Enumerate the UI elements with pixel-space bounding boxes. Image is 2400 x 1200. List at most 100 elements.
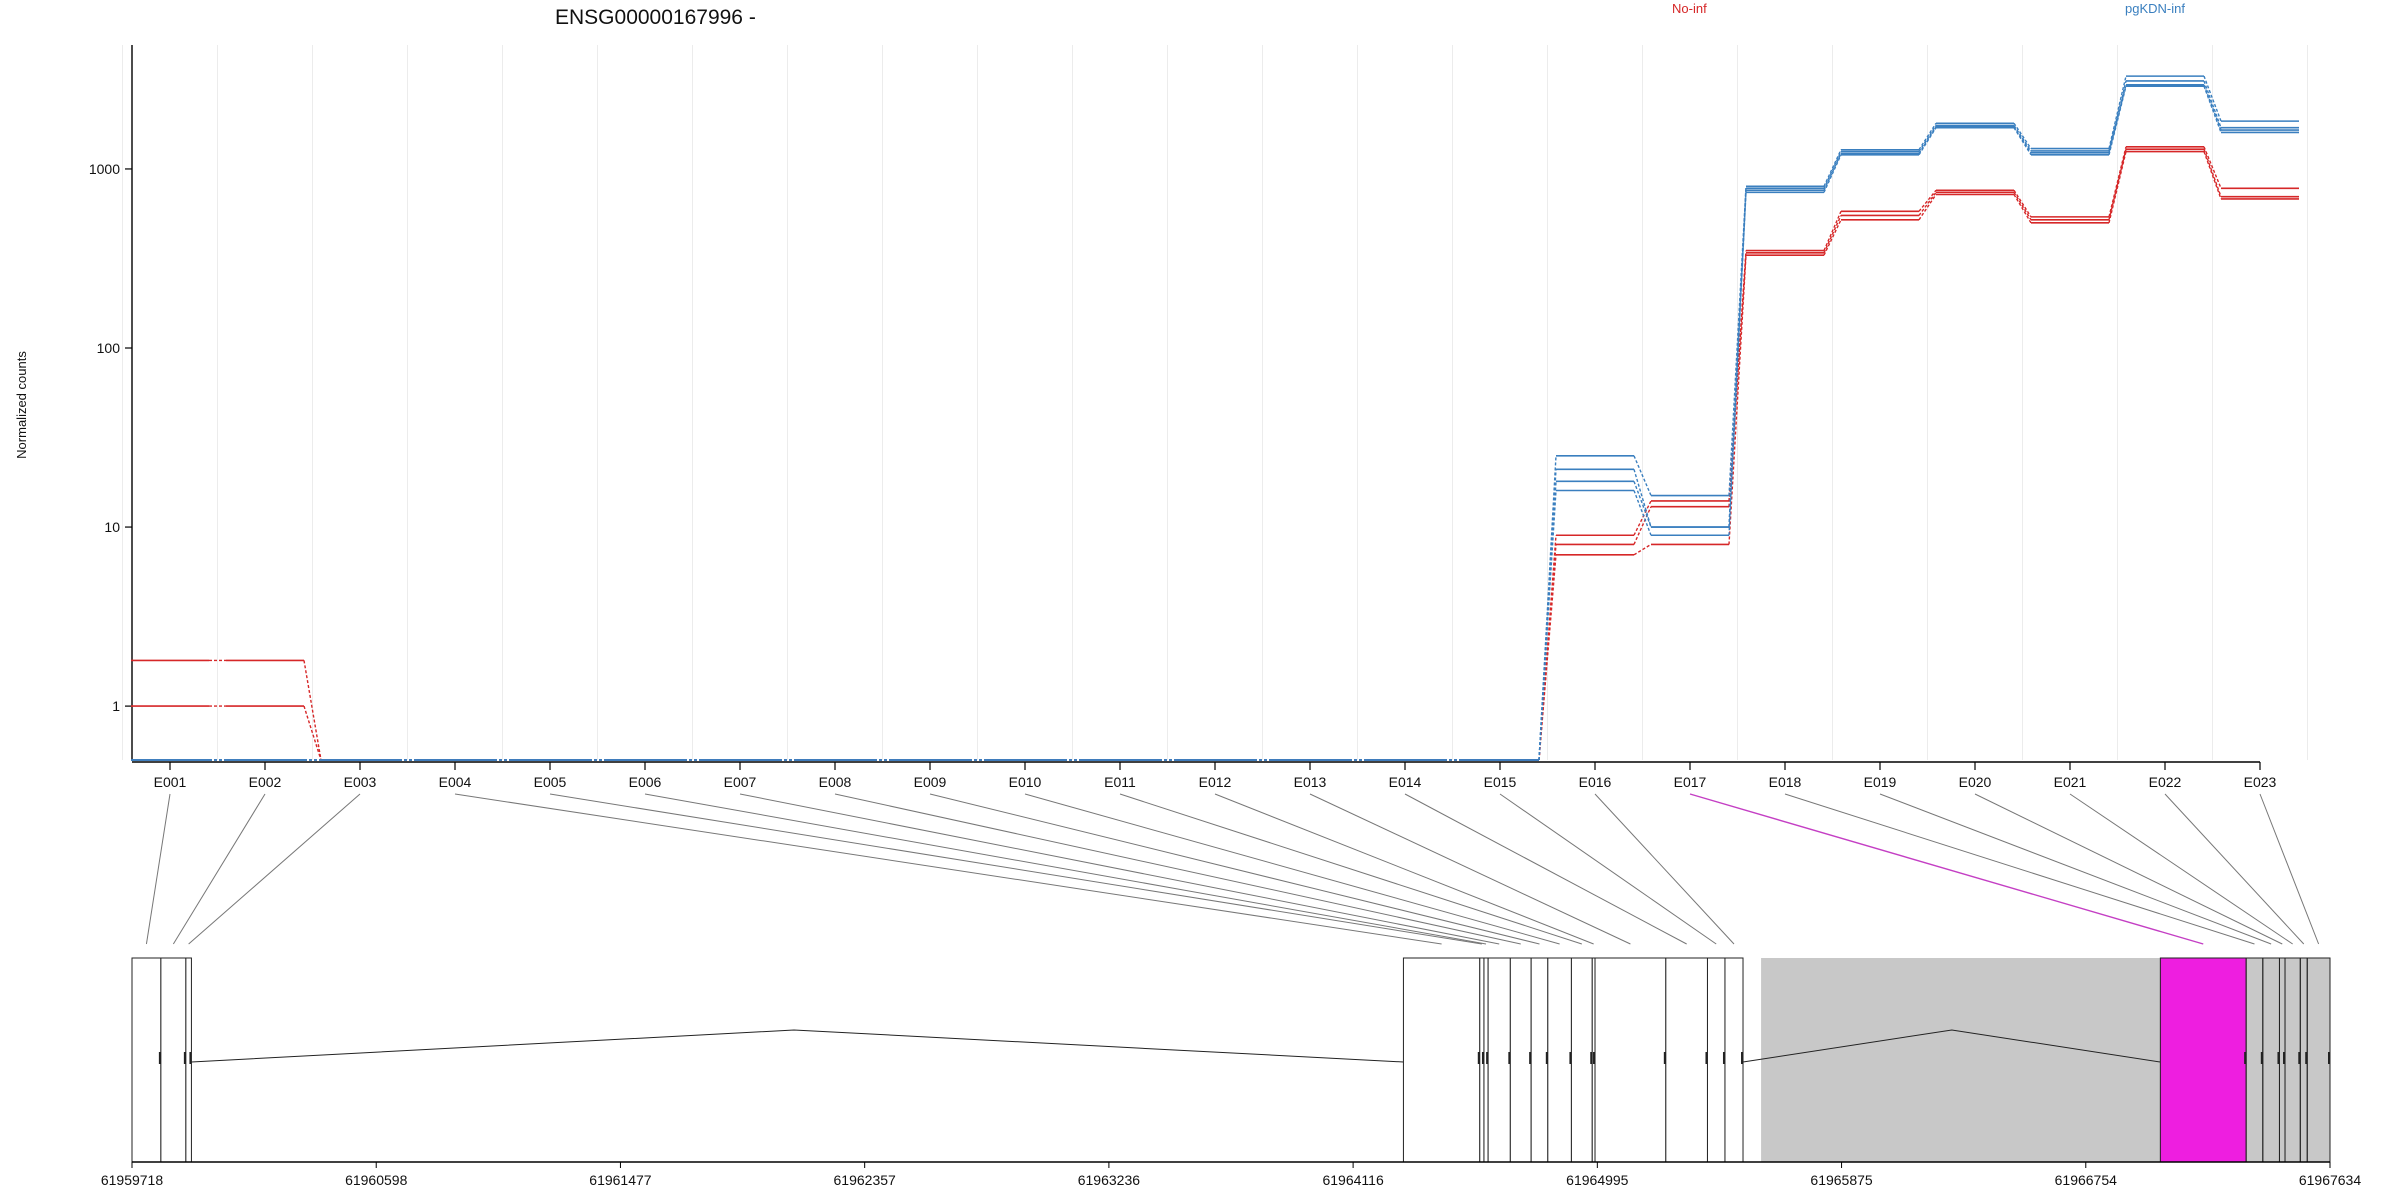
- series-transition: [303, 705, 322, 761]
- coord-tick-label: 61966754: [2055, 1172, 2118, 1188]
- y-tick-label: 10: [104, 519, 120, 535]
- x-tick-label: E005: [534, 774, 567, 790]
- series-transition: [1633, 455, 1652, 496]
- series-transition: [1538, 490, 1557, 761]
- series-transition: [2203, 85, 2222, 133]
- series-transition: [2203, 75, 2222, 122]
- exon-connector: [188, 793, 361, 945]
- exon-block: [1402, 957, 1481, 1163]
- coord-tick-label: 61960598: [345, 1172, 408, 1188]
- x-tick-label: E009: [914, 774, 947, 790]
- x-tick-label: E017: [1674, 774, 1707, 790]
- legend-pgkdn-inf: pgKDN-inf: [2125, 1, 2185, 16]
- x-tick-label: E002: [249, 774, 282, 790]
- series-transition: [1823, 219, 1842, 256]
- series-transition: [1633, 543, 1652, 556]
- exon-block: [1530, 957, 1549, 1163]
- exon-block: [1724, 957, 1744, 1163]
- exon-connector: [1309, 793, 1631, 945]
- series-transition: [2108, 151, 2127, 224]
- exon-connector: [2259, 793, 2320, 945]
- series-transition: [2203, 151, 2222, 200]
- x-tick-label: E022: [2149, 774, 2182, 790]
- series-transition: [1633, 500, 1652, 536]
- series-transition: [1728, 186, 1747, 496]
- x-tick-label: E013: [1294, 774, 1327, 790]
- exon-block: [1487, 957, 1511, 1163]
- coord-tick-label: 61959718: [101, 1172, 164, 1188]
- x-tick-label: E012: [1199, 774, 1232, 790]
- coord-tick-label: 61964116: [1322, 1172, 1383, 1188]
- series-transition: [1823, 151, 1842, 189]
- exon-block: [1665, 957, 1708, 1163]
- series-transition: [2013, 127, 2032, 156]
- y-tick-label: 100: [97, 340, 121, 356]
- coord-tick-label: 61963236: [1078, 1172, 1141, 1188]
- x-tick-label: E019: [1864, 774, 1897, 790]
- exon-connectors: [145, 793, 2320, 945]
- series-transition: [1823, 215, 1842, 254]
- series-transition: [2203, 84, 2222, 131]
- series-transition: [1823, 211, 1842, 251]
- series-transition: [303, 660, 322, 761]
- exon-connector: [834, 793, 1521, 945]
- series-line: [131, 150, 2299, 761]
- series-transition: [1918, 194, 1937, 221]
- gene-model: [131, 957, 2331, 1163]
- series-line: [131, 145, 2299, 761]
- coord-tick-label: 61965875: [1810, 1172, 1873, 1188]
- exon-connector: [454, 793, 1442, 945]
- exon-connector: [1404, 793, 1687, 945]
- x-tick-label: E015: [1484, 774, 1517, 790]
- x-tick-label: E018: [1769, 774, 1802, 790]
- exon-connector: [1499, 793, 1717, 945]
- series-transition: [1728, 255, 1747, 545]
- series-transition: [1918, 127, 1937, 156]
- series-line: [131, 148, 2299, 761]
- exon-block: [1570, 957, 1593, 1163]
- coord-tick-label: 61961477: [589, 1172, 652, 1188]
- series-transition: [2013, 194, 2032, 224]
- exon-connector: [1879, 793, 2272, 945]
- exon-connector: [929, 793, 1540, 945]
- series-transition: [2108, 85, 2127, 155]
- exon-connector: [549, 793, 1482, 945]
- x-tick-label: E020: [1959, 774, 1992, 790]
- y-tick-label: 1: [112, 698, 120, 714]
- series-transition: [2108, 75, 2127, 149]
- series-line: [131, 84, 2299, 761]
- x-tick-label: E014: [1389, 774, 1422, 790]
- coord-tick-label: 61964995: [1566, 1172, 1629, 1188]
- y-axis-label: Normalized counts: [14, 351, 29, 459]
- coord-tick-label: 61962357: [834, 1172, 897, 1188]
- exon-connector: [1689, 793, 2204, 945]
- x-tick-label: E007: [724, 774, 757, 790]
- exon-block: [131, 957, 162, 1163]
- x-tick-label: E010: [1009, 774, 1042, 790]
- series-transition: [1633, 481, 1652, 528]
- series-transition: [1728, 192, 1747, 536]
- intron-line: [1742, 1029, 2161, 1063]
- exon-block: [1594, 957, 1667, 1163]
- coord-tick-label: 61967634: [2299, 1172, 2362, 1188]
- exon-connector: [1594, 793, 1735, 945]
- series-transition: [2203, 148, 2222, 197]
- x-tick-label: E011: [1104, 774, 1136, 790]
- x-tick-label: E006: [629, 774, 662, 790]
- x-tick-label: E023: [2244, 774, 2277, 790]
- exon-block: [160, 957, 187, 1163]
- x-tick-label: E016: [1579, 774, 1612, 790]
- series-line: [131, 80, 2299, 761]
- x-tick-label: E004: [439, 774, 472, 790]
- series-line: [131, 85, 2299, 761]
- series-transition: [1728, 190, 1747, 528]
- legend-no-inf: No-inf: [1672, 1, 1707, 16]
- series-transition: [1823, 154, 1842, 193]
- exon-block: [1547, 957, 1572, 1163]
- exon-connector: [2164, 793, 2305, 945]
- exon-connector: [1974, 793, 2283, 945]
- series-transition: [1633, 469, 1652, 528]
- series-line: [131, 75, 2299, 761]
- exon-connector: [145, 793, 171, 945]
